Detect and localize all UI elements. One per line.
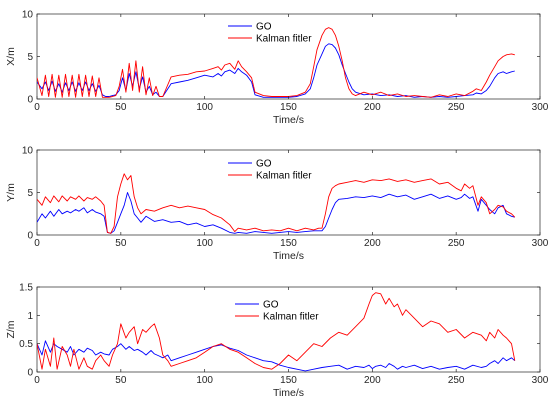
series-line-kalman	[37, 27, 515, 98]
x-tick-label: 200	[364, 238, 381, 249]
legend-label-go: GO	[263, 300, 279, 311]
x-axis-label: Time/s	[273, 387, 304, 399]
y-axis-label: Y/m	[5, 183, 17, 202]
plot-area	[36, 13, 541, 100]
y-tick-label: 1	[27, 311, 33, 322]
chart-panel-2: 0 50 100 150 200 250 300 0 5 10 Time/s Y/m GOKalman …	[5, 146, 549, 263]
x-tick-label: 0	[34, 375, 40, 386]
x-tick-label: 200	[364, 102, 381, 113]
x-tick-label: 50	[115, 375, 127, 386]
x-tick-label: 0	[34, 238, 40, 249]
legend-label-kalman: Kalman fitler	[256, 34, 312, 45]
x-tick-label: 150	[280, 102, 297, 113]
x-tick-label: 100	[196, 238, 213, 249]
y-axis-label: Z/m	[5, 320, 17, 338]
x-tick-label: 200	[364, 375, 381, 386]
x-tick-label: 0	[34, 102, 40, 113]
legend-label-kalman: Kalman fitler	[263, 312, 319, 323]
series-line-go	[37, 192, 515, 234]
x-tick-label: 100	[196, 375, 213, 386]
x-axis-label: Time/s	[273, 250, 304, 262]
x-tick-label: 250	[448, 238, 465, 249]
x-axis-label: Time/s	[273, 114, 304, 126]
legend-label-go: GO	[256, 159, 272, 170]
chart-panel-1: 0 50 100 150 200 250 300 0 5 10 Time/s X/m GOKalman …	[5, 10, 549, 127]
y-tick-label: 0	[27, 231, 33, 242]
y-tick-label: 10	[22, 10, 34, 21]
x-tick-label: 50	[115, 238, 127, 249]
x-tick-label: 150	[280, 238, 297, 249]
x-tick-label: 300	[532, 375, 549, 386]
plot-area	[36, 149, 541, 236]
y-tick-label: 0.5	[19, 339, 33, 350]
y-tick-label: 5	[27, 52, 33, 63]
chart-panel-3: 0 50 100 150 200 250 300 0 0.5 1 1.5 Time/s Z/m GOKal…	[5, 283, 549, 400]
legend-label-go: GO	[256, 22, 272, 33]
x-tick-label: 100	[196, 102, 213, 113]
series-line-kalman	[37, 173, 516, 234]
x-tick-label: 300	[532, 102, 549, 113]
plot-area	[36, 286, 541, 373]
series-line-kalman	[37, 292, 516, 370]
series-line-go	[37, 340, 516, 372]
y-tick-label: 10	[22, 146, 34, 157]
y-tick-label: 1.5	[19, 283, 33, 294]
x-tick-label: 300	[532, 238, 549, 249]
x-tick-label: 250	[448, 102, 465, 113]
y-tick-label: 0	[27, 368, 33, 379]
y-axis-label: X/m	[5, 47, 17, 66]
y-tick-label: 0	[27, 95, 33, 106]
x-tick-label: 250	[448, 375, 465, 386]
x-tick-label: 150	[280, 375, 297, 386]
y-tick-label: 5	[27, 188, 33, 199]
x-tick-label: 50	[115, 102, 127, 113]
legend-label-kalman: Kalman fitler	[256, 171, 312, 182]
